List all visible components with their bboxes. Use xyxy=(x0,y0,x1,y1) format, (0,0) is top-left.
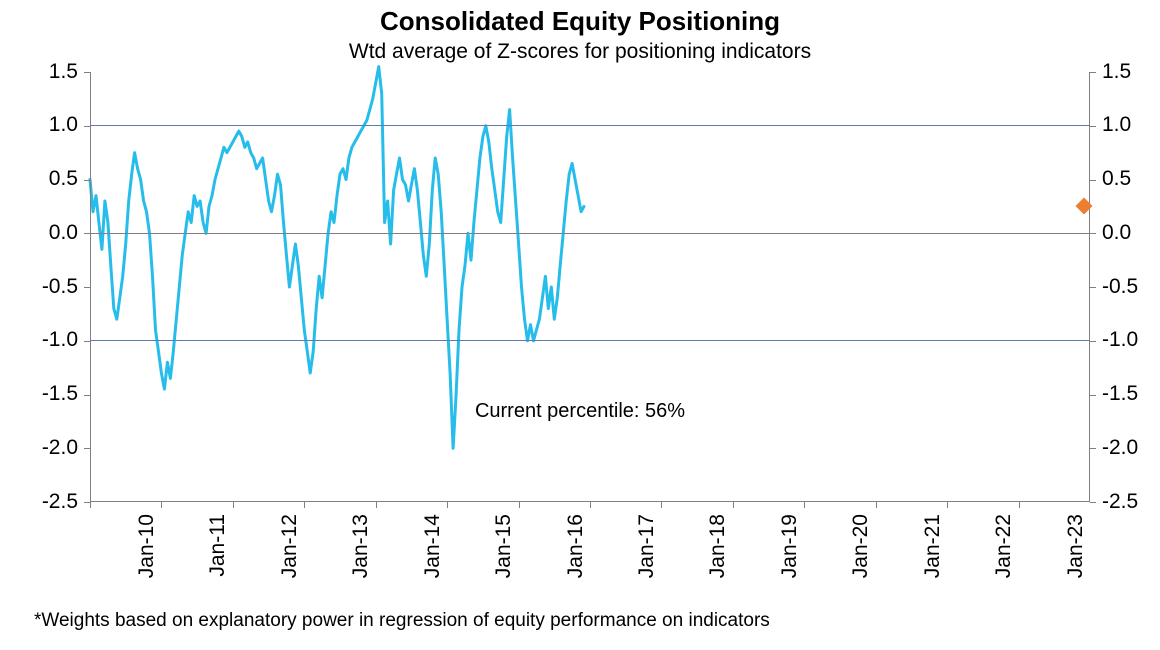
x-tick-label: Jan-10 xyxy=(135,514,159,604)
x-tick-label: Jan-16 xyxy=(564,514,588,604)
y-tick-mark-right xyxy=(1090,448,1096,449)
y-tick-mark-right xyxy=(1090,341,1096,342)
chart-subtitle: Wtd average of Z-scores for positioning … xyxy=(0,40,1160,64)
y-tick-mark-right xyxy=(1090,180,1096,181)
y-tick-mark-right xyxy=(1090,72,1096,73)
y-tick-label-left: -2.0 xyxy=(28,436,78,460)
y-tick-mark-right xyxy=(1090,287,1096,288)
y-tick-label-right: -1.5 xyxy=(1102,382,1160,406)
y-tick-mark-right xyxy=(1090,395,1096,396)
y-tick-mark-right xyxy=(1090,126,1096,127)
x-tick-mark xyxy=(447,502,448,508)
y-tick-mark-right xyxy=(1090,502,1096,503)
y-tick-mark-left xyxy=(84,72,90,73)
y-tick-label-left: -1.5 xyxy=(28,382,78,406)
y-tick-mark-left xyxy=(84,341,90,342)
y-tick-mark-right xyxy=(1090,233,1096,234)
x-tick-mark xyxy=(947,502,948,508)
x-tick-label: Jan-14 xyxy=(421,514,445,604)
y-tick-label-right: 0.5 xyxy=(1102,167,1160,191)
y-tick-mark-left xyxy=(84,126,90,127)
x-tick-label: Jan-11 xyxy=(206,514,230,604)
y-tick-label-right: 0.0 xyxy=(1102,221,1160,245)
plot-area: -2.5-2.5-2.0-2.0-1.5-1.5-1.0-1.0-0.5-0.5… xyxy=(90,72,1090,502)
x-tick-label: Jan-18 xyxy=(706,514,730,604)
y-tick-label-left: 0.0 xyxy=(28,221,78,245)
x-tick-label: Jan-20 xyxy=(849,514,873,604)
x-tick-mark xyxy=(661,502,662,508)
y-tick-mark-left xyxy=(84,448,90,449)
x-tick-mark xyxy=(376,502,377,508)
x-tick-mark xyxy=(876,502,877,508)
x-tick-label: Jan-19 xyxy=(778,514,802,604)
reference-line-plus1 xyxy=(90,125,1090,126)
y-tick-label-left: -2.5 xyxy=(28,490,78,514)
x-tick-mark xyxy=(804,502,805,508)
chart-frame: { "layout": { "width": 1160, "height": 6… xyxy=(0,0,1160,650)
x-tick-mark xyxy=(733,502,734,508)
x-tick-mark xyxy=(90,502,91,508)
y-tick-mark-left xyxy=(84,180,90,181)
y-tick-label-left: -1.0 xyxy=(28,328,78,352)
y-tick-mark-left xyxy=(84,287,90,288)
series-svg xyxy=(90,72,1090,502)
positioning-series-line xyxy=(90,67,584,449)
zero-line xyxy=(90,233,1090,234)
x-tick-mark xyxy=(233,502,234,508)
x-tick-label: Jan-17 xyxy=(635,514,659,604)
x-tick-mark xyxy=(519,502,520,508)
y-tick-label-left: 1.5 xyxy=(28,60,78,84)
y-tick-label-left: -0.5 xyxy=(28,275,78,299)
y-tick-label-right: 1.0 xyxy=(1102,113,1160,137)
x-tick-label: Jan-12 xyxy=(278,514,302,604)
y-tick-label-right: -0.5 xyxy=(1102,275,1160,299)
x-tick-mark xyxy=(161,502,162,508)
y-tick-label-right: 1.5 xyxy=(1102,60,1160,84)
y-tick-label-right: -2.5 xyxy=(1102,490,1160,514)
percentile-annotation: Current percentile: 56% xyxy=(380,400,780,423)
y-tick-label-right: -2.0 xyxy=(1102,436,1160,460)
y-tick-mark-left xyxy=(84,233,90,234)
x-tick-label: Jan-21 xyxy=(921,514,945,604)
x-tick-mark xyxy=(1019,502,1020,508)
x-tick-label: Jan-13 xyxy=(349,514,373,604)
footnote-text: *Weights based on explanatory power in r… xyxy=(34,610,770,632)
x-tick-label: Jan-22 xyxy=(992,514,1016,604)
x-tick-label: Jan-15 xyxy=(492,514,516,604)
y-tick-label-left: 1.0 xyxy=(28,113,78,137)
x-tick-label: Jan-23 xyxy=(1064,514,1088,604)
reference-line-minus1 xyxy=(90,340,1090,341)
y-axis-left-line xyxy=(90,72,91,502)
y-tick-label-right: -1.0 xyxy=(1102,328,1160,352)
y-tick-mark-left xyxy=(84,395,90,396)
x-tick-mark xyxy=(304,502,305,508)
chart-title: Consolidated Equity Positioning xyxy=(0,6,1160,37)
y-tick-label-left: 0.5 xyxy=(28,167,78,191)
x-tick-mark xyxy=(590,502,591,508)
